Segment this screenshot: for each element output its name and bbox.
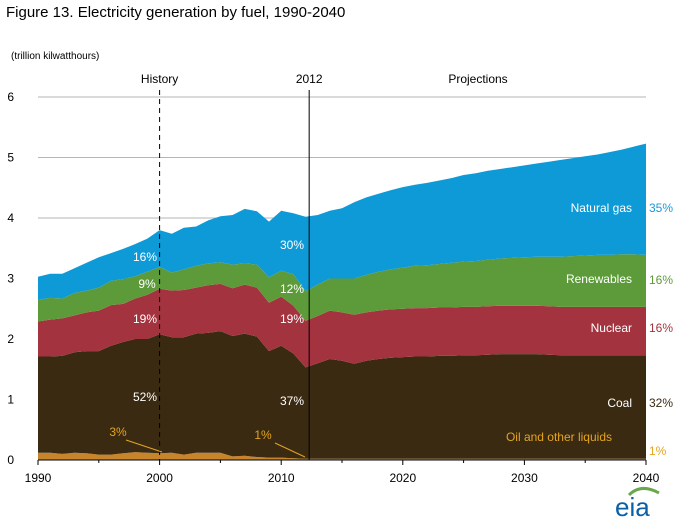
logo-swoosh-icon: [627, 487, 660, 497]
chart-title: Figure 13. Electricity generation by fue…: [6, 4, 346, 21]
area-natural-gas: [38, 143, 646, 300]
leader-line-2012-oil: [274, 442, 306, 458]
x-tick-label: 2040: [633, 471, 660, 485]
eia-logo-mark: eia: [615, 487, 660, 522]
share-2040-natural-gas: 35%: [649, 201, 673, 215]
series-label-oil: Oil and other liquids: [506, 430, 612, 444]
y-tick-label: 2: [7, 332, 14, 346]
share-2000-nuclear: 19%: [133, 312, 157, 326]
leader-line-2000-oil: [125, 439, 163, 453]
share-2012-natural-gas: 30%: [280, 238, 304, 252]
period-markers: History 2012 Projections: [141, 72, 508, 460]
y-tick-label: 5: [7, 151, 14, 165]
history-label: History: [141, 72, 178, 86]
area-nuclear: [38, 283, 646, 368]
share-2012-coal: 37%: [280, 394, 304, 408]
logo-text: eia: [615, 492, 650, 521]
series-label-coal: Coal: [607, 396, 632, 410]
x-tick-label: 2030: [511, 471, 538, 485]
share-2000-renewables: 9%: [138, 277, 156, 291]
y-tick-label: 0: [7, 453, 14, 467]
share-2040-oil: 1%: [649, 444, 667, 458]
labels-layer: Natural gas Renewables Nuclear Coal Oil and …: [109, 201, 673, 458]
series-label-natural-gas: Natural gas: [571, 201, 632, 215]
share-2000-oil: 3%: [109, 425, 127, 439]
share-2040-coal: 32%: [649, 396, 673, 410]
share-2000-natural-gas: 16%: [133, 250, 157, 264]
y-tick-label: 3: [7, 272, 14, 286]
x-tick-label: 2000: [146, 471, 173, 485]
x-tick-label: 2010: [268, 471, 295, 485]
y-tick-label: 6: [7, 90, 14, 104]
x-tick-label: 1990: [25, 471, 52, 485]
area-coal: [38, 331, 646, 459]
share-2012-renewables: 12%: [280, 282, 304, 296]
area-layer: [38, 143, 646, 460]
y-tick-label: 4: [7, 211, 14, 225]
y-tick-label: 1: [7, 393, 14, 407]
eia-logo: eia: [609, 485, 665, 526]
axes-layer: 0 1 2 3 4 5 6 (trillion kilwatthours) 1990 2000 20…: [7, 51, 659, 485]
y-axis-label: (trillion kilwatthours): [11, 51, 99, 62]
share-2040-renewables: 16%: [649, 273, 673, 287]
share-2012-oil: 1%: [254, 428, 272, 442]
projections-label: Projections: [448, 72, 507, 86]
series-label-nuclear: Nuclear: [591, 321, 632, 335]
share-2012-nuclear: 19%: [280, 312, 304, 326]
x-tick-label: 2020: [389, 471, 416, 485]
area-renewables: [38, 254, 646, 322]
share-2040-nuclear: 16%: [649, 321, 673, 335]
series-label-renewables: Renewables: [566, 272, 632, 286]
area-oil-and-other-liquids: [38, 452, 646, 460]
share-2000-coal: 52%: [133, 390, 157, 404]
base-year-label: 2012: [296, 72, 323, 86]
